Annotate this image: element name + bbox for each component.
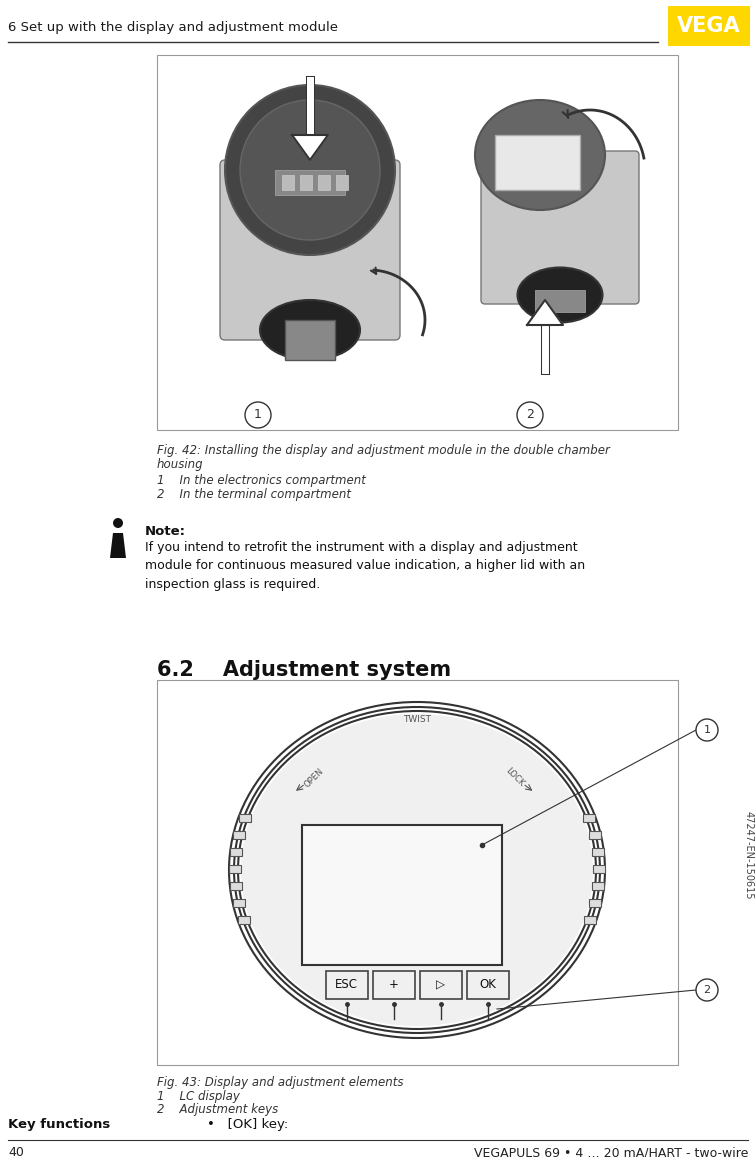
Bar	[466, 971, 509, 998]
Text: 1: 1	[704, 725, 711, 735]
Bar	[239, 815, 251, 821]
Text: ESC: ESC	[335, 979, 358, 992]
Bar	[318, 175, 330, 190]
Circle shape	[517, 401, 543, 428]
Ellipse shape	[241, 714, 593, 1026]
Bar	[234, 831, 246, 839]
Bar	[230, 848, 242, 856]
Text: 6.2    Adjustment system: 6.2 Adjustment system	[157, 659, 451, 680]
Bar	[229, 865, 241, 874]
Circle shape	[240, 100, 380, 239]
Bar	[592, 882, 604, 890]
Bar	[584, 916, 596, 924]
Text: Fig. 42: Installing the display and adjustment module in the double chamber: Fig. 42: Installing the display and adju…	[157, 444, 610, 457]
FancyBboxPatch shape	[481, 152, 639, 304]
Ellipse shape	[475, 100, 605, 211]
Text: LOCK: LOCK	[503, 766, 526, 789]
Text: 2    Adjustment keys: 2 Adjustment keys	[157, 1103, 278, 1117]
Bar	[668, 6, 750, 46]
Bar	[535, 290, 585, 312]
Bar	[589, 899, 601, 907]
Circle shape	[245, 401, 271, 428]
Text: 2: 2	[526, 408, 534, 421]
Bar	[285, 320, 335, 360]
Text: VEGA: VEGA	[677, 16, 741, 36]
Text: Note:: Note:	[145, 525, 186, 538]
Bar	[326, 971, 367, 998]
Text: Fig. 43: Display and adjustment elements: Fig. 43: Display and adjustment elements	[157, 1076, 404, 1089]
Text: 47247-EN-150615: 47247-EN-150615	[744, 811, 754, 899]
Text: VEGAPULS 69 • 4 … 20 mA/HART - two-wire: VEGAPULS 69 • 4 … 20 mA/HART - two-wire	[473, 1147, 748, 1157]
Text: If you intend to retrofit the instrument with a display and adjustment
module fo: If you intend to retrofit the instrument…	[145, 541, 585, 591]
Text: housing: housing	[157, 458, 203, 471]
Text: ▷: ▷	[436, 979, 445, 992]
Text: OK: OK	[479, 979, 496, 992]
Circle shape	[225, 84, 395, 255]
FancyBboxPatch shape	[220, 160, 400, 340]
Circle shape	[113, 518, 123, 528]
Text: 40: 40	[8, 1147, 24, 1157]
Bar	[233, 899, 245, 907]
Text: Key functions: Key functions	[8, 1118, 110, 1132]
Circle shape	[696, 979, 718, 1001]
Bar	[302, 825, 502, 965]
Bar	[157, 680, 678, 1064]
Ellipse shape	[260, 300, 360, 360]
Bar	[230, 882, 242, 890]
Text: 1    LC display: 1 LC display	[157, 1090, 240, 1103]
Circle shape	[696, 718, 718, 740]
Text: OPEN: OPEN	[302, 766, 325, 789]
Polygon shape	[527, 300, 563, 325]
Text: TWIST: TWIST	[403, 715, 431, 724]
Bar	[495, 135, 580, 190]
Bar	[336, 175, 348, 190]
Polygon shape	[292, 135, 328, 160]
Bar	[300, 175, 312, 190]
Text: 1: 1	[254, 408, 262, 421]
Text: 2    In the terminal compartment: 2 In the terminal compartment	[157, 488, 351, 501]
Bar	[238, 916, 250, 924]
Text: +: +	[389, 979, 398, 992]
Text: •   [OK] key:: • [OK] key:	[207, 1118, 288, 1132]
Text: 6 Set up with the display and adjustment module: 6 Set up with the display and adjustment…	[8, 22, 338, 35]
Bar	[275, 170, 345, 196]
Bar	[373, 971, 414, 998]
Text: 1    In the electronics compartment: 1 In the electronics compartment	[157, 474, 366, 487]
Bar	[583, 815, 595, 821]
Bar	[588, 831, 600, 839]
Bar	[157, 56, 678, 430]
Ellipse shape	[518, 267, 603, 323]
Bar	[282, 175, 294, 190]
Bar	[420, 971, 461, 998]
Bar	[592, 848, 604, 856]
Bar	[593, 865, 605, 874]
Polygon shape	[110, 533, 126, 558]
Text: 2: 2	[703, 985, 711, 995]
